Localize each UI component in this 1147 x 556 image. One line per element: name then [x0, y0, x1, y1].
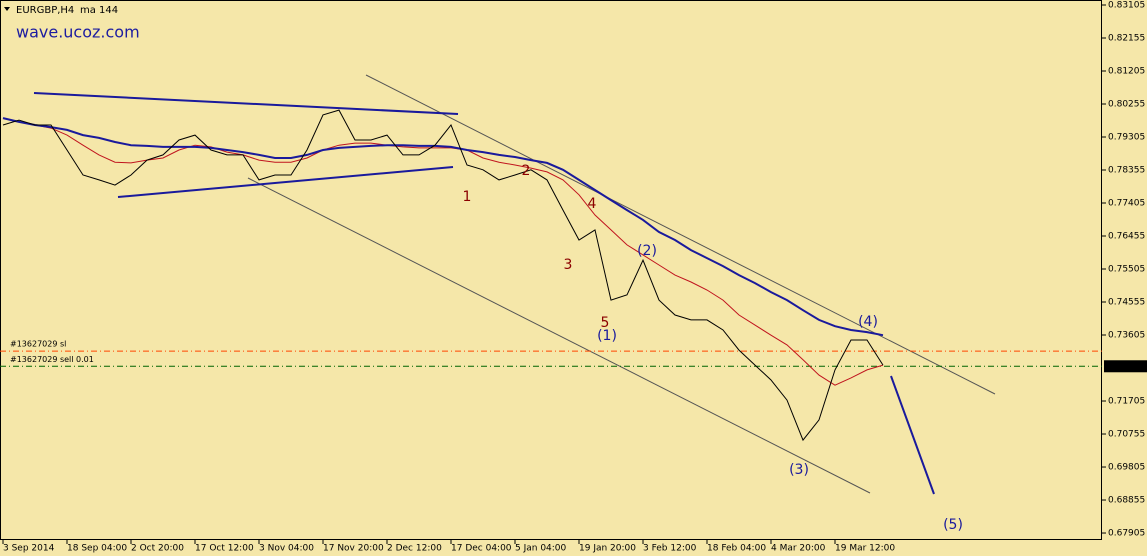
plot-frame — [0, 0, 1102, 540]
x-tick-label: 17 Oct 12:00 — [195, 544, 254, 554]
watermark: wave.ucoz.com — [16, 23, 140, 42]
indicator-label: ma 144 — [80, 5, 118, 16]
order-label: #13627029 sell 0.01 — [10, 355, 94, 364]
order-label: #13627029 sl — [10, 340, 66, 349]
current-price-box — [1104, 360, 1147, 373]
y-tick-label: 0.83105 — [1108, 1, 1145, 11]
collapse-arrow — [4, 7, 10, 11]
wave-label: 5 — [601, 315, 610, 331]
y-tick-label: 0.75505 — [1108, 265, 1145, 275]
x-tick-label: 2 Dec 12:00 — [387, 544, 442, 554]
x-tick-label: 18 Sep 04:00 — [67, 544, 127, 554]
series-line — [2, 117, 884, 337]
y-tick-label: 0.69805 — [1108, 463, 1145, 473]
series-line — [2, 109, 884, 442]
x-tick-label: 3 Sep 2014 — [3, 544, 55, 554]
projection — [890, 375, 935, 495]
current-price-label: 0.72705 — [1108, 362, 1145, 372]
y-tick-label: 0.71705 — [1108, 397, 1145, 407]
wave-label: 4 — [588, 196, 597, 212]
channel-lower — [247, 177, 871, 494]
x-tick-label: 3 Nov 04:00 — [259, 544, 314, 554]
x-tick-label: 4 Mar 20:00 — [771, 544, 826, 554]
wave-label: (3) — [789, 462, 809, 478]
trend-lines — [33, 74, 996, 495]
y-tick-label: 0.74555 — [1108, 298, 1145, 308]
y-tick-label: 0.70755 — [1108, 430, 1145, 440]
channel-upper — [365, 74, 996, 395]
wave-label: (2) — [637, 243, 657, 259]
y-tick-label: 0.82155 — [1108, 34, 1145, 44]
y-tick-label: 0.67905 — [1108, 529, 1145, 539]
triangle-top — [33, 92, 459, 115]
x-tick-label: 17 Nov 20:00 — [323, 544, 384, 554]
y-tick-label: 0.81205 — [1108, 67, 1145, 77]
wave-label: 2 — [522, 163, 531, 179]
x-tick-label: 19 Mar 12:00 — [835, 544, 895, 554]
symbol-title: EURGBP,H4 — [16, 5, 74, 16]
wave-label: 1 — [463, 189, 472, 205]
wave-label: 3 — [564, 257, 573, 273]
y-tick-label: 0.77405 — [1108, 199, 1145, 209]
y-tick-label: 0.79305 — [1108, 133, 1145, 143]
x-tick-label: 18 Feb 04:00 — [707, 544, 766, 554]
y-tick-label: 0.73605 — [1108, 331, 1145, 341]
y-tick-label: 0.80255 — [1108, 100, 1145, 110]
x-tick-label: 3 Feb 12:00 — [643, 544, 697, 554]
wave-label: (5) — [943, 517, 963, 533]
y-tick-label: 0.78355 — [1108, 166, 1145, 176]
y-tick-label: 0.76455 — [1108, 232, 1145, 242]
y-tick-label: 0.68855 — [1108, 496, 1145, 506]
wave-label: (1) — [597, 328, 617, 344]
triangle-bottom — [117, 166, 454, 198]
x-tick-label: 19 Jan 20:00 — [579, 544, 636, 554]
wave-label: (4) — [858, 314, 878, 330]
x-tick-label: 2 Oct 20:00 — [131, 544, 184, 554]
x-tick-label: 5 Jan 04:00 — [515, 544, 567, 554]
x-tick-label: 17 Dec 04:00 — [451, 544, 512, 554]
